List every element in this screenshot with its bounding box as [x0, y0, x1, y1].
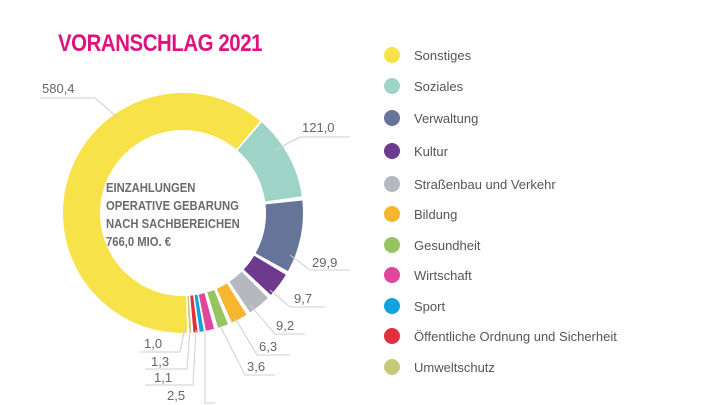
- leader-line-6: [234, 317, 290, 356]
- donut-slice-5: [229, 271, 268, 313]
- value-label-5: 9,2: [276, 318, 294, 333]
- legend-label: Soziales: [414, 78, 464, 94]
- value-label-3: 29,9: [312, 255, 337, 270]
- leader-line-8: [204, 330, 215, 404]
- legend-swatch: [384, 267, 400, 283]
- donut-slice-4: [243, 255, 286, 295]
- leader-line-9: [145, 329, 197, 386]
- leader-line-1: [40, 97, 119, 119]
- leader-line-10: [145, 329, 191, 370]
- value-label-7: 3,6: [247, 359, 265, 374]
- donut-slice-8: [198, 293, 215, 331]
- legend-swatch: [384, 110, 400, 126]
- legend-label: Öffentliche Ordnung und Sicherheit: [414, 328, 617, 344]
- legend-item: Sport: [384, 296, 445, 316]
- legend-label: Verwaltung: [414, 110, 479, 126]
- value-label-8: 2,5: [167, 388, 185, 403]
- donut-slice-10: [190, 295, 198, 333]
- legend-swatch: [384, 298, 400, 314]
- leader-line-7: [219, 325, 275, 376]
- legend-label: Wirtschaft: [414, 267, 472, 283]
- legend-swatch: [384, 176, 400, 192]
- donut-slice-6: [216, 283, 247, 323]
- legend-label: Straßenbau und Verkehr: [414, 176, 556, 192]
- legend-swatch: [384, 206, 400, 222]
- legend-swatch: [384, 328, 400, 344]
- center-label-line-2: OPERATIVE GEBARUNG: [106, 199, 239, 213]
- legend-item: Umweltschutz: [384, 357, 495, 377]
- center-label-line-1: EINZAHLUNGEN: [106, 181, 196, 195]
- legend-label: Gesundheit: [414, 237, 481, 253]
- center-label-line-3: NACH SACHBEREICHEN: [106, 217, 240, 231]
- leader-line-4: [269, 289, 325, 308]
- value-label-6: 6,3: [259, 339, 277, 354]
- legend-swatch: [384, 47, 400, 63]
- legend-label: Kultur: [414, 143, 448, 159]
- value-label-2: 121,0: [302, 120, 335, 135]
- donut-slice-11: [187, 295, 192, 333]
- legend-item: Soziales: [384, 76, 463, 96]
- value-label-9: 1,1: [154, 370, 172, 385]
- legend-label: Sport: [414, 298, 446, 314]
- donut-slice-9: [194, 294, 204, 332]
- legend-label: Bildung: [414, 206, 458, 222]
- leader-line-5: [249, 304, 305, 335]
- legend-item: Bildung: [384, 204, 457, 224]
- leader-line-3: [289, 254, 350, 271]
- center-label-total: 766,0 MIO. €: [106, 235, 172, 249]
- leader-line-2: [274, 136, 350, 151]
- legend-item: Sonstiges: [384, 45, 471, 65]
- legend-item: Öffentliche Ordnung und Sicherheit: [384, 326, 617, 346]
- legend-swatch: [384, 359, 400, 375]
- legend-swatch: [384, 237, 400, 253]
- legend-swatch: [384, 78, 400, 94]
- leader-line-11: [140, 327, 186, 353]
- chart-title: VORANSCHLAG 2021: [58, 30, 263, 57]
- legend-item: Wirtschaft: [384, 265, 472, 285]
- value-label-11: 1,0: [144, 336, 162, 351]
- donut-slice-1: [63, 93, 261, 333]
- legend-item: Straßenbau und Verkehr: [384, 174, 556, 194]
- legend-label: Umweltschutz: [414, 359, 495, 375]
- legend-item: Verwaltung: [384, 108, 478, 128]
- donut-slice-2: [237, 122, 302, 202]
- legend-item: Gesundheit: [384, 235, 481, 255]
- legend-label: Sonstiges: [414, 47, 472, 63]
- value-label-4: 9,7: [294, 291, 312, 306]
- donut-slice-7: [207, 289, 228, 328]
- donut-slice-3: [255, 200, 303, 272]
- legend-item: Kultur: [384, 141, 448, 161]
- value-label-10: 1,3: [151, 354, 169, 369]
- legend-swatch: [384, 143, 400, 159]
- value-label-1: 580,4: [42, 81, 75, 96]
